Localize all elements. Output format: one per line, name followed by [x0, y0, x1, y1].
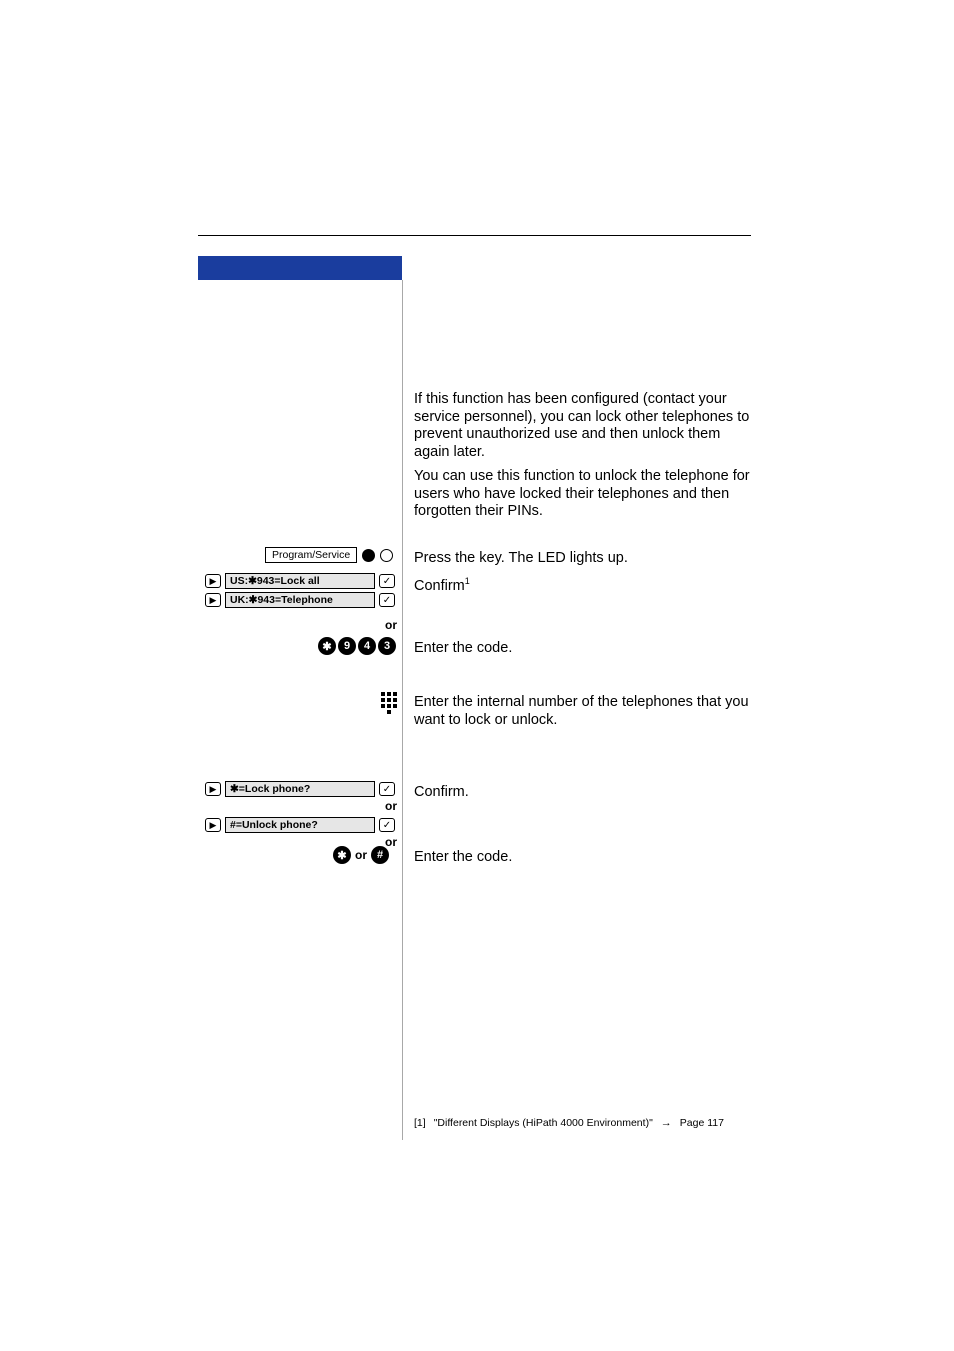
key-sequence-943: ✱ 9 4 3	[318, 637, 396, 655]
key-star-or-hash: ✱ or #	[333, 846, 389, 864]
program-service-key: Program/Service	[265, 547, 393, 563]
display-text-uk: UK:✱943=Telephone	[225, 592, 375, 608]
display-text-lock: ✱=Lock phone?	[225, 781, 375, 797]
key-4: 4	[358, 637, 376, 655]
paragraph-intro-1: If this function has been configured (co…	[414, 391, 754, 462]
display-row-uk: ▶ UK:✱943=Telephone ✓	[205, 592, 395, 608]
footnote-text: "Different Displays (HiPath 4000 Environ…	[434, 1117, 653, 1129]
display-text-us: US:✱943=Lock all	[225, 573, 375, 589]
instruction-confirm-2: Confirm.	[414, 784, 754, 802]
led-on-icon	[362, 549, 375, 562]
instruction-enter-internal: Enter the internal number of the telepho…	[414, 694, 754, 729]
or-inline-label: or	[355, 848, 367, 862]
led-off-icon	[380, 549, 393, 562]
ok-check-icon: ✓	[379, 818, 395, 832]
key-star: ✱	[318, 637, 336, 655]
or-label-1: or	[385, 618, 397, 632]
ok-check-icon: ✓	[379, 574, 395, 588]
key-3: 3	[378, 637, 396, 655]
ok-check-icon: ✓	[379, 782, 395, 796]
display-row-unlock: ▶ #=Unlock phone? ✓	[205, 817, 395, 833]
key-9: 9	[338, 637, 356, 655]
paragraph-intro-2: You can use this function to unlock the …	[414, 468, 754, 521]
nav-arrow-icon: ▶	[205, 593, 221, 607]
display-row-us: ▶ US:✱943=Lock all ✓	[205, 573, 395, 589]
footnote-marker: [1]	[414, 1117, 426, 1129]
or-label-2: or	[385, 799, 397, 813]
nav-arrow-icon: ▶	[205, 818, 221, 832]
footnote-page-ref: Page 117	[680, 1117, 724, 1129]
instruction-enter-code-2: Enter the code.	[414, 849, 754, 867]
instruction-confirm-1: Confirm1	[414, 576, 754, 596]
display-row-lock: ▶ ✱=Lock phone? ✓	[205, 781, 395, 797]
ok-check-icon: ✓	[379, 593, 395, 607]
keypad-icon	[381, 692, 398, 715]
step-tab	[198, 256, 402, 280]
instruction-enter-code-1: Enter the code.	[414, 640, 754, 658]
nav-arrow-icon: ▶	[205, 574, 221, 588]
header-rule	[198, 235, 751, 236]
key-star-2: ✱	[333, 846, 351, 864]
display-text-unlock: #=Unlock phone?	[225, 817, 375, 833]
arrow-right-icon: →	[661, 1117, 672, 1129]
footnote-ref-1: 1	[465, 576, 470, 586]
column-divider	[402, 280, 403, 1140]
instruction-press-key: Press the key. The LED lights up.	[414, 550, 754, 568]
nav-arrow-icon: ▶	[205, 782, 221, 796]
key-hash: #	[371, 846, 389, 864]
footnote-1: [1] "Different Displays (HiPath 4000 Env…	[414, 1117, 724, 1129]
program-service-label: Program/Service	[265, 547, 357, 563]
confirm-text: Confirm	[414, 578, 465, 594]
